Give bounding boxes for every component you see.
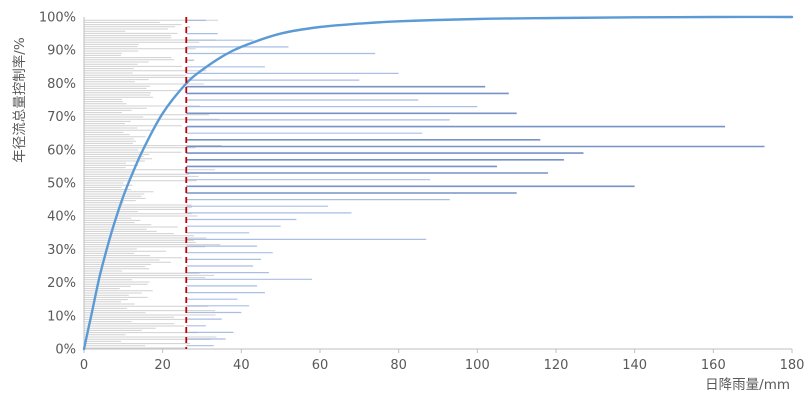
x-tick-label: 100 [465,358,490,373]
capture-rate-curve [82,15,794,351]
y-tick-label: 90% [47,44,76,59]
y-tick-label: 100% [39,11,76,26]
x-axis-label: 日降雨量/mm [705,377,790,393]
x-tick-label: 160 [701,358,726,373]
x-tick-label: 60 [312,358,329,373]
x-tick-label: 120 [544,358,569,373]
x-tick-label: 80 [390,358,407,373]
y-tick-label: 60% [47,143,76,158]
y-tick-label: 50% [47,177,76,192]
y-axis-label: 年径流总量控制率/% [11,37,28,163]
y-tick-label: 80% [47,77,76,92]
y-tick-label: 30% [47,243,76,258]
y-tick-label: 70% [47,110,76,125]
bars-above-threshold [186,19,765,347]
y-tick-label: 0% [55,343,76,358]
x-tick-label: 0 [80,358,88,373]
y-tick-label: 10% [47,309,76,324]
axes [83,17,792,350]
x-tick-label: 180 [780,358,805,373]
x-tick-label: 140 [622,358,647,373]
x-tick-label: 40 [233,358,250,373]
y-tick-label: 40% [47,210,76,225]
y-tick-label: 20% [47,276,76,291]
tick-labels: 0% 10% 20% 30% 40% 50% 60% 70% 80% 90% 100% 0 20 40 60… [39,11,805,374]
x-tick-label: 20 [154,358,171,373]
